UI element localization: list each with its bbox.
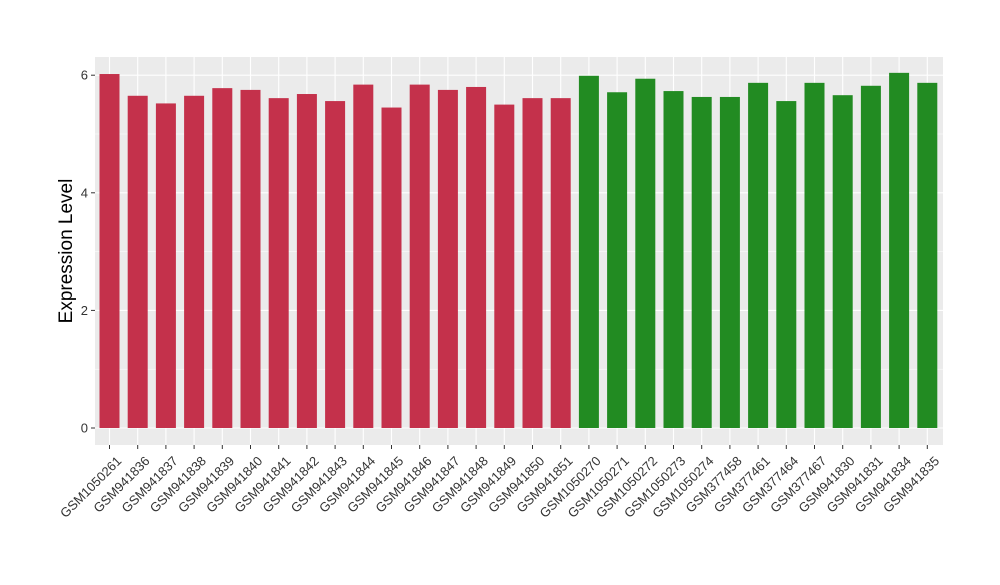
bar — [917, 82, 938, 429]
bar — [212, 88, 233, 429]
bar — [184, 95, 205, 428]
bar — [832, 95, 853, 428]
bar — [776, 101, 797, 429]
bar — [99, 74, 120, 429]
plot-panel — [95, 57, 943, 445]
bars — [99, 72, 938, 429]
bar — [325, 101, 346, 429]
bar — [691, 96, 712, 429]
bar — [635, 78, 656, 428]
bar — [889, 72, 910, 429]
bar — [127, 95, 148, 428]
bar — [409, 84, 430, 428]
bar — [607, 92, 628, 428]
y-axis-label: Expression Level — [56, 179, 77, 324]
x-axis: GSM1050261GSM941836GSM941837GSM941838GSM… — [57, 445, 942, 521]
bar — [437, 89, 458, 429]
y-tick-label: 0 — [81, 421, 88, 436]
y-tick-label: 6 — [81, 68, 88, 83]
bar — [663, 91, 684, 429]
bar — [719, 96, 740, 429]
bar — [155, 103, 176, 428]
bar — [550, 98, 571, 428]
bar — [466, 86, 487, 429]
bar — [268, 98, 289, 428]
y-tick-label: 2 — [81, 303, 88, 318]
bar — [748, 82, 769, 429]
bar — [296, 94, 317, 429]
bar — [353, 84, 374, 428]
y-tick-label: 4 — [81, 185, 88, 200]
bar — [494, 104, 515, 428]
bar — [240, 89, 261, 429]
bar — [522, 98, 543, 428]
y-axis: 0 2 4 6 — [81, 68, 95, 436]
bar — [804, 82, 825, 429]
bar — [381, 107, 402, 428]
bar — [578, 75, 599, 429]
bar — [860, 85, 881, 428]
